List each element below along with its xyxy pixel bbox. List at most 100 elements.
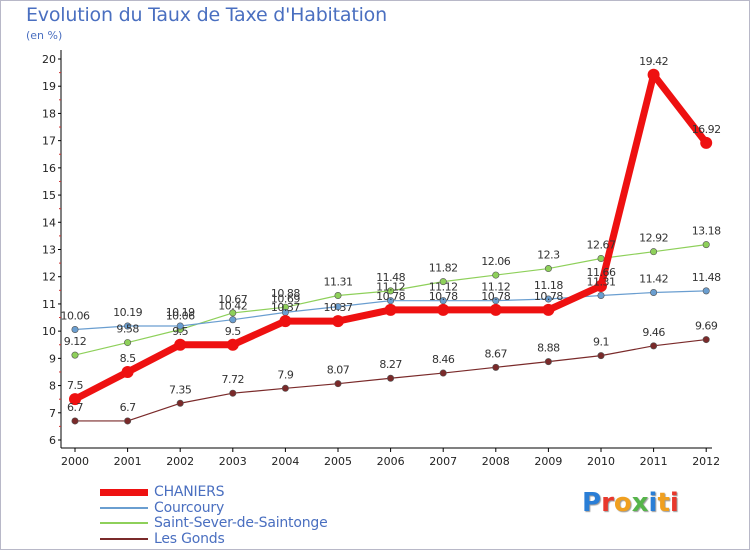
data-label: 11.12 <box>481 281 510 294</box>
legend-label-chaniers: CHANIERS <box>154 484 225 500</box>
logo-letter: i <box>669 488 679 518</box>
x-tick-label: 2009 <box>534 455 562 468</box>
data-label: 9.1 <box>593 336 609 349</box>
series-line-0 <box>73 71 709 403</box>
legend-label-les-gonds: Les Gonds <box>154 531 225 547</box>
legend-swatch-saint-sever <box>100 522 148 524</box>
data-label: 9.69 <box>695 320 718 333</box>
data-label: 7.5 <box>67 379 83 392</box>
y-tick-label: 16 <box>42 162 56 175</box>
data-point <box>334 291 342 299</box>
data-label: 10.06 <box>61 310 90 323</box>
data-label: 10.37 <box>271 301 300 314</box>
data-label: 11.31 <box>324 275 353 288</box>
data-point <box>595 279 607 292</box>
data-label: 11.66 <box>587 266 616 279</box>
data-point <box>650 288 658 296</box>
data-label: 10.67 <box>218 293 247 306</box>
data-point <box>489 303 502 316</box>
data-label: 10.78 <box>481 290 510 303</box>
data-label: 10.78 <box>376 290 405 303</box>
y-tick-label: 11 <box>42 298 56 311</box>
proxiti-logo: Proxiti <box>582 488 679 518</box>
data-point <box>387 297 395 305</box>
y-tick-label: 18 <box>42 107 56 120</box>
data-point <box>124 322 132 330</box>
y-tick-label: 7 <box>49 407 56 420</box>
y-tick-label: 6 <box>49 434 56 447</box>
legend-label-courcoury: Courcoury <box>154 500 225 516</box>
x-tick-label: 2012 <box>692 455 720 468</box>
data-point <box>279 315 292 328</box>
data-point <box>69 393 81 406</box>
data-point <box>439 278 447 286</box>
data-label: 16.92 <box>692 123 721 136</box>
data-label: 8.07 <box>327 364 350 377</box>
data-point <box>439 297 447 305</box>
data-point <box>439 369 447 377</box>
data-label: 12.06 <box>481 255 510 268</box>
data-label: 10.88 <box>271 287 300 300</box>
data-point <box>229 389 237 397</box>
data-label: 10.78 <box>429 290 458 303</box>
logo-letter: x <box>631 488 649 518</box>
legend-item-chaniers: CHANIERS <box>100 484 225 500</box>
data-label: 9.5 <box>172 325 188 338</box>
data-point <box>387 287 395 295</box>
legend-swatch-chaniers <box>100 488 148 496</box>
data-point <box>702 241 710 249</box>
data-label: 9.12 <box>64 335 87 348</box>
x-tick-label: 2005 <box>324 455 352 468</box>
data-label: 8.67 <box>485 347 508 360</box>
data-point <box>281 384 289 392</box>
legend-item-saint-sever: Saint-Sever-de-Saintonge <box>100 515 328 531</box>
data-point <box>542 303 555 316</box>
data-label: 8.88 <box>537 342 560 355</box>
chart-subtitle: (en %) <box>26 29 63 42</box>
data-point <box>437 303 450 316</box>
data-point <box>71 351 79 359</box>
x-tick-label: 2008 <box>482 455 510 468</box>
data-label: 10.06 <box>166 310 195 323</box>
data-label: 8.46 <box>432 353 455 366</box>
data-label: 12.3 <box>537 249 560 262</box>
logo-letter: t <box>657 488 670 518</box>
data-label: 12.92 <box>639 232 668 245</box>
data-label: 11.12 <box>429 281 458 294</box>
x-tick-label: 2001 <box>114 455 142 468</box>
data-point <box>176 399 184 407</box>
data-label: 9.5 <box>225 325 241 338</box>
data-label: 7.9 <box>277 368 293 381</box>
data-label: 11.48 <box>376 271 405 284</box>
data-point <box>71 326 79 334</box>
data-label: 11.31 <box>587 275 616 288</box>
data-label: 10.19 <box>166 306 195 319</box>
data-label: 11.12 <box>376 281 405 294</box>
data-label: 11.42 <box>639 272 668 285</box>
x-tick-label: 2003 <box>219 455 247 468</box>
data-label: 7.72 <box>222 373 245 386</box>
y-tick-label: 8 <box>49 380 56 393</box>
legend-item-courcoury: Courcoury <box>100 500 224 516</box>
data-label: 6.7 <box>67 401 83 414</box>
data-point <box>387 374 395 382</box>
data-label: 12.67 <box>587 238 616 251</box>
data-label: 10.42 <box>218 300 247 313</box>
data-point <box>334 380 342 388</box>
logo-letter: P <box>582 488 602 518</box>
data-point <box>71 417 79 425</box>
data-point <box>226 338 239 351</box>
y-tick-label: 20 <box>42 53 56 66</box>
data-label: 10.78 <box>534 290 563 303</box>
data-point <box>647 68 660 81</box>
data-label: 9.46 <box>642 326 665 339</box>
data-point <box>650 342 658 350</box>
data-label: 10.69 <box>271 292 300 305</box>
y-tick-label: 19 <box>42 80 56 93</box>
data-label: 19.42 <box>639 55 668 68</box>
data-label: 7.35 <box>169 383 192 396</box>
x-tick-label: 2007 <box>429 455 457 468</box>
data-point <box>492 297 500 305</box>
data-point <box>334 303 342 311</box>
